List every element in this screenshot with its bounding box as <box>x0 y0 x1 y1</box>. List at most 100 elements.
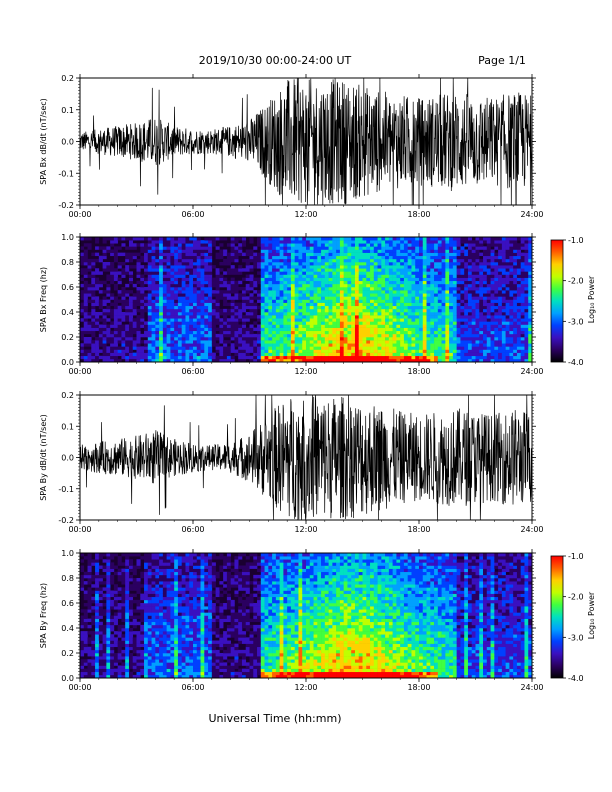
spectrogram-cell <box>151 258 156 263</box>
spectrogram-cell <box>185 305 190 310</box>
spectrogram-cell <box>290 299 295 303</box>
spectrogram-cell <box>275 324 280 328</box>
spectrogram-cell <box>294 312 299 316</box>
spectrogram-cell <box>332 271 337 275</box>
spectrogram-cell <box>132 324 137 328</box>
spectrogram-cell <box>445 324 450 328</box>
spectrogram-cell <box>449 252 454 257</box>
spectrogram-cell <box>528 337 533 341</box>
spectrogram-cell <box>159 258 164 263</box>
spectrogram-cell <box>98 255 103 260</box>
spectrogram-cell <box>494 302 499 307</box>
spectrogram-cell <box>298 355 303 360</box>
spectrogram-cell <box>306 265 311 269</box>
spectrogram-cell <box>419 318 424 322</box>
spectrogram-cell <box>403 318 408 322</box>
spectrogram-cell <box>317 283 322 288</box>
spectrogram-cell <box>185 274 190 278</box>
spectrogram-cell <box>87 668 92 673</box>
spectrogram-cell <box>321 246 326 250</box>
spectrogram-cell <box>204 312 209 316</box>
spectrogram-cell <box>347 346 352 350</box>
spectrogram-cell <box>117 237 122 241</box>
spectrogram-cell <box>193 280 198 285</box>
spectrogram-cell <box>211 324 216 328</box>
spectrogram-cell <box>196 352 201 357</box>
spectrogram-cell <box>498 302 503 307</box>
spectrogram-cell <box>396 237 401 241</box>
spectrogram-cell <box>290 337 295 341</box>
spectrogram-cell <box>354 321 360 325</box>
spectrogram-cell <box>483 277 488 282</box>
spectrogram-cell <box>456 308 461 313</box>
spectrogram-cell <box>306 343 311 347</box>
spectrogram-cell <box>498 268 503 272</box>
spectrogram-cell <box>381 352 386 357</box>
spectrogram-cell <box>121 330 126 335</box>
spectrogram-cell <box>351 287 356 291</box>
spectrogram-cell <box>324 240 329 244</box>
spectrogram-cell <box>155 296 160 300</box>
spectrogram-cell <box>501 324 506 328</box>
spectrogram-cell <box>110 243 115 247</box>
spectrogram-cell <box>302 324 307 328</box>
spectrogram-cell <box>403 305 408 310</box>
spectrogram-cell <box>486 352 491 357</box>
spectrogram-cell <box>475 346 480 350</box>
spectrogram-cell <box>80 262 85 266</box>
spectrogram-cell <box>287 358 292 363</box>
spectrogram-cell <box>87 624 92 629</box>
spectrogram-cell <box>328 302 333 307</box>
spectrogram-cell <box>166 321 171 325</box>
spectrogram-cell <box>140 333 145 338</box>
spectrogram-cell <box>501 333 506 338</box>
spectrogram-cell <box>223 280 228 285</box>
spectrogram-cell <box>249 252 254 257</box>
spectrogram-cell <box>373 283 378 288</box>
spectrogram-cell <box>208 333 213 338</box>
spectrogram-cell <box>238 268 243 272</box>
spectrogram-cell <box>328 280 333 285</box>
spectrogram-cell <box>298 296 303 300</box>
spectrogram-cell <box>437 274 442 278</box>
spectrogram-cell <box>392 252 397 257</box>
spectrogram-cell <box>196 237 201 241</box>
spectrogram-cell <box>373 262 378 266</box>
spectrogram-cell <box>290 280 295 285</box>
spectrogram-cell <box>241 327 247 332</box>
spectrogram-cell <box>226 346 231 350</box>
spectrogram-cell <box>377 358 382 363</box>
spectrogram-cell <box>516 280 521 285</box>
spectrogram-cell <box>155 268 160 272</box>
spectrogram-cell <box>351 290 356 294</box>
spectrogram-cell <box>339 308 344 313</box>
spectrogram-cell <box>373 305 378 310</box>
spectrogram-cell <box>407 355 412 360</box>
spectrogram-cell <box>275 343 280 347</box>
spectrogram-cell <box>354 262 360 266</box>
spectrogram-cell <box>283 293 288 297</box>
spectrogram-cell <box>317 277 322 282</box>
spectrogram-cell <box>230 287 235 291</box>
spectrogram-cell <box>132 346 137 350</box>
spectrogram-cell <box>358 352 363 357</box>
spectrogram-cell <box>467 349 473 353</box>
spectrogram-cell <box>498 265 503 269</box>
spectrogram-cell <box>524 302 529 307</box>
spectrogram-cell <box>268 315 273 319</box>
spectrogram-cell <box>483 249 488 253</box>
spectrogram-cell <box>309 333 314 338</box>
spectrogram-cell <box>516 287 521 291</box>
spectrogram-cell <box>430 268 435 272</box>
spectrogram-cell <box>354 274 360 278</box>
spectrogram-cell <box>113 312 118 316</box>
spectrogram-cell <box>283 312 288 316</box>
spectrogram-cell <box>294 355 299 360</box>
spectrogram-cell <box>147 265 152 269</box>
spectrogram-cell <box>467 302 473 307</box>
spectrogram-cell <box>362 327 367 332</box>
spectrogram-cell <box>321 355 326 360</box>
spectrogram-cell <box>279 246 284 250</box>
spectrogram-cell <box>528 240 533 244</box>
spectrogram-cell <box>162 324 167 328</box>
